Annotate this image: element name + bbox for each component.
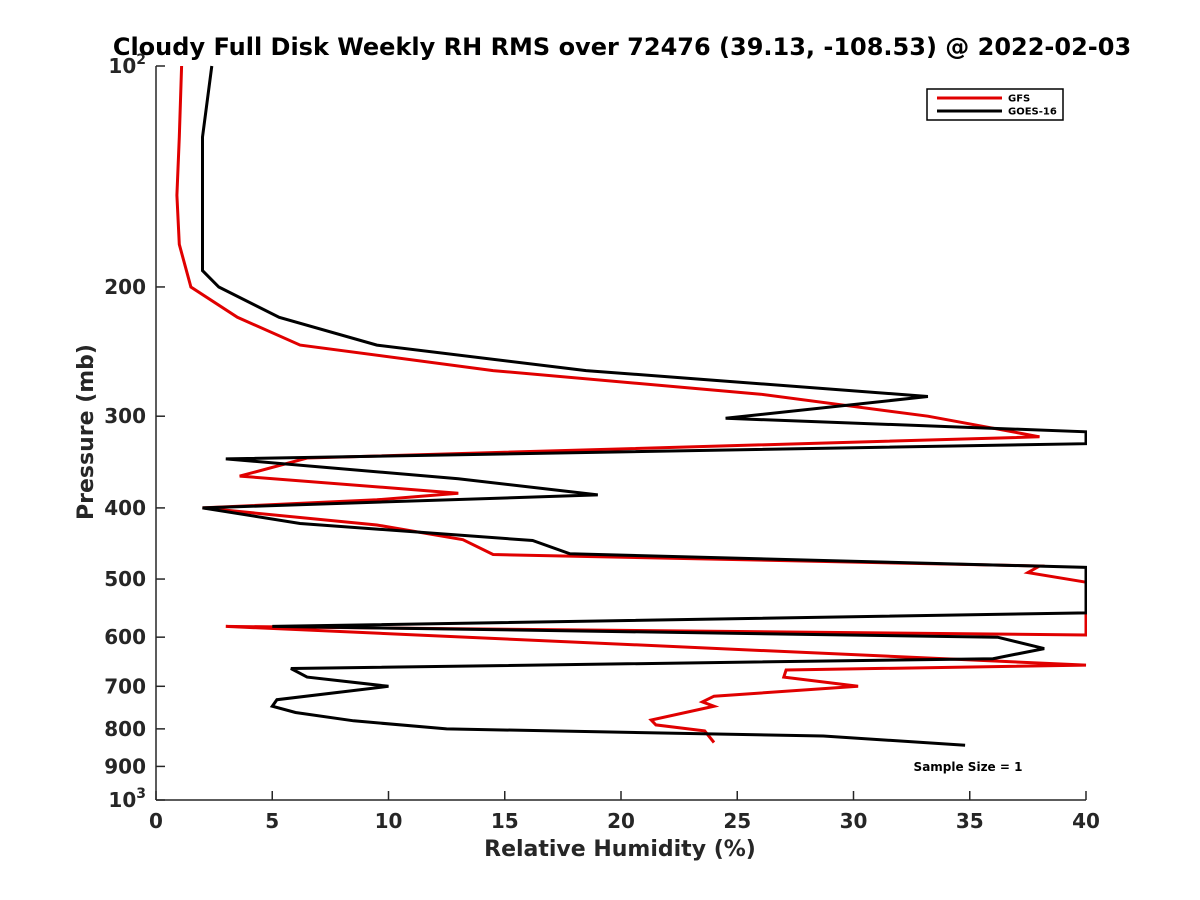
x-tick-label: 20	[607, 809, 635, 833]
x-tick-label: 5	[265, 809, 279, 833]
y-tick-label: 700	[104, 674, 146, 698]
series-line-gfs	[175, 65, 1087, 744]
y-tick-label: 103	[108, 786, 146, 812]
y-tick-label: 200	[104, 275, 146, 299]
series-line-goes-16	[201, 65, 1087, 747]
legend-box	[926, 88, 1064, 121]
x-ticks: 0 5 10 15 20 25 30 35 40	[149, 791, 1100, 833]
legend: GFS GOES-16	[926, 88, 1064, 121]
x-tick-label: 15	[491, 809, 519, 833]
y-tick-label: 600	[104, 625, 146, 649]
x-tick-label: 40	[1072, 809, 1100, 833]
y-tick-label: 500	[104, 567, 146, 591]
y-tick-label: 300	[104, 404, 146, 428]
x-tick-label: 25	[723, 809, 751, 833]
series-layer	[175, 65, 1087, 747]
axes	[155, 66, 1086, 801]
legend-label: GOES-16	[1008, 107, 1057, 118]
y-tick-label: 800	[104, 717, 146, 741]
sample-size-annotation: Sample Size = 1	[914, 760, 1023, 774]
x-axis-label: Relative Humidity (%)	[484, 837, 756, 862]
y-tick-label: 400	[104, 496, 146, 520]
y-ticks: 102 200 300 400 500 600 700 800 900 103	[104, 52, 165, 812]
y-tick-label: 900	[104, 754, 146, 778]
x-tick-label: 30	[840, 809, 868, 833]
x-tick-label: 0	[149, 809, 163, 833]
x-tick-label: 10	[375, 809, 403, 833]
y-axis-label: Pressure (mb)	[74, 344, 99, 520]
legend-label: GFS	[1008, 94, 1030, 105]
x-tick-label: 35	[956, 809, 984, 833]
chart-title: Cloudy Full Disk Weekly RH RMS over 7247…	[113, 33, 1131, 61]
y-tick-label: 102	[108, 52, 146, 78]
